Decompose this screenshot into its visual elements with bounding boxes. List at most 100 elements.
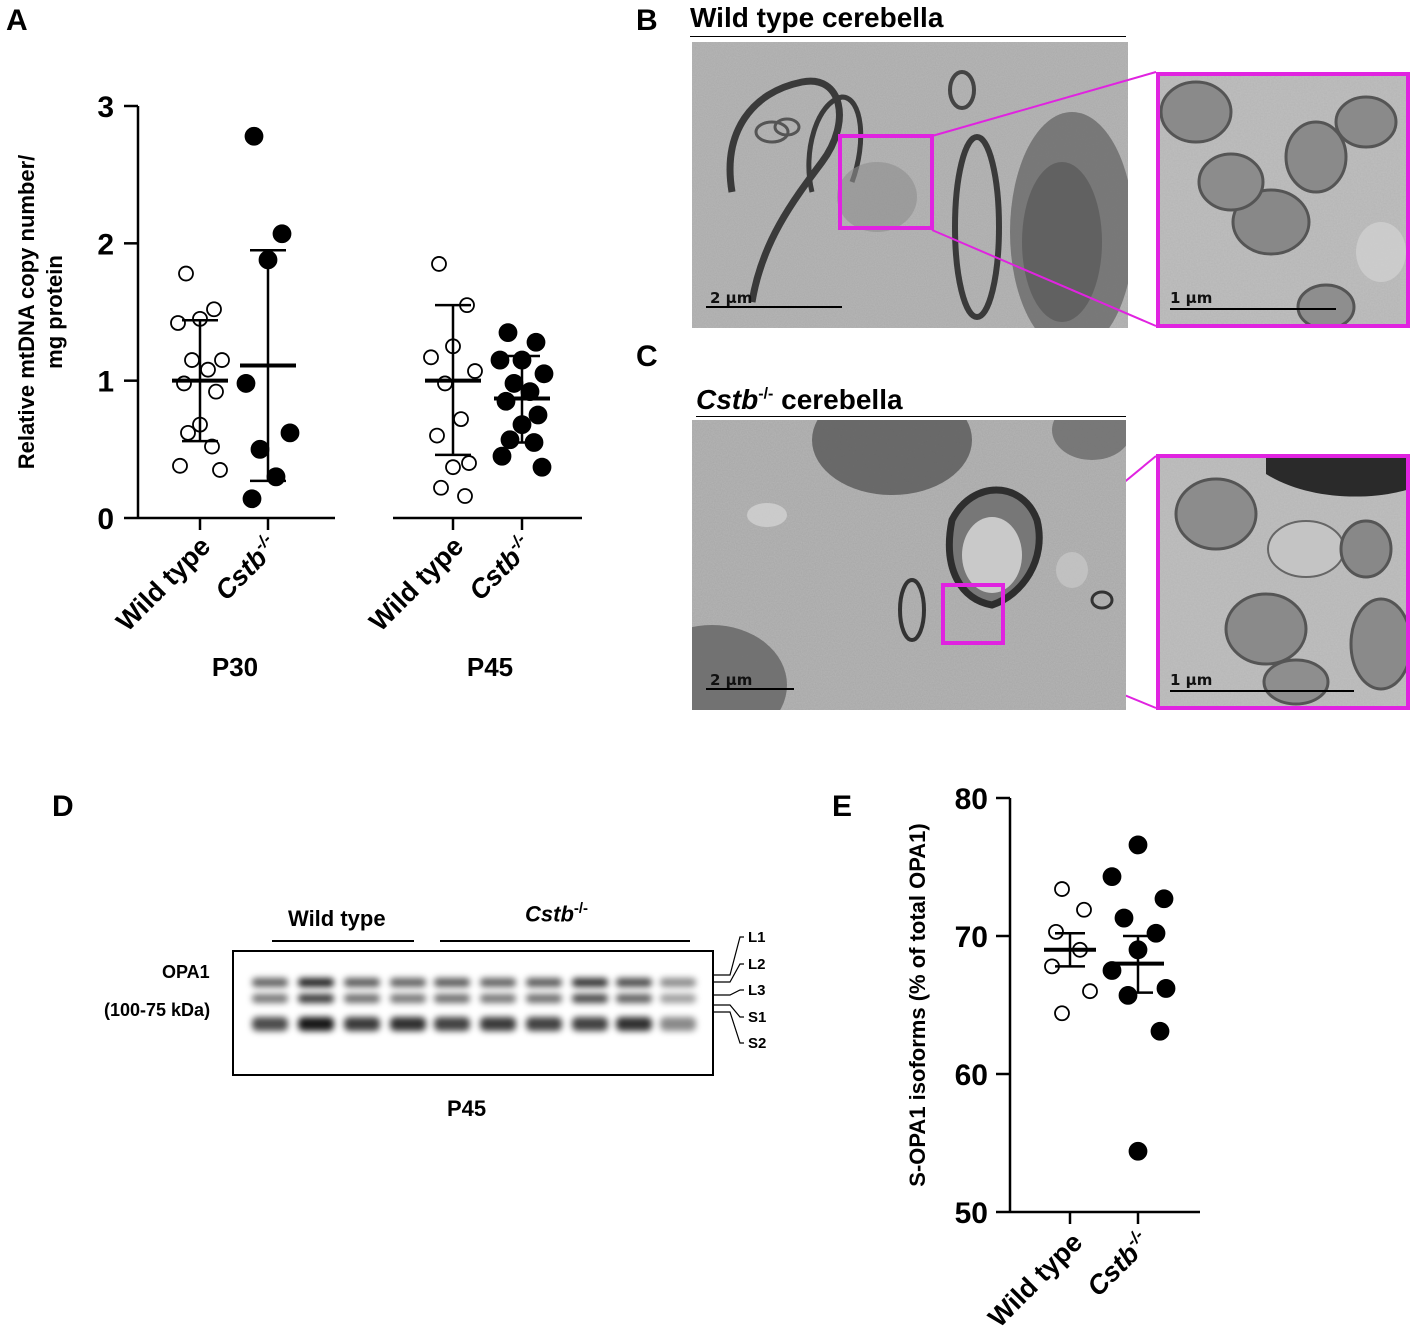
chart-a-data-point <box>453 411 469 428</box>
blot-band-upper <box>480 978 516 987</box>
chart-a-data-point <box>266 467 286 487</box>
panel-letter-a: A <box>6 4 28 37</box>
blot-band-lower <box>298 1017 334 1031</box>
chart-a-data-point <box>461 455 477 471</box>
chart-e-data-point <box>1128 835 1148 855</box>
chart-a-data-point <box>170 315 186 331</box>
chart-a-data-point <box>500 430 520 450</box>
chart-a-data-point <box>445 459 461 476</box>
blot-band-middle <box>572 994 608 1003</box>
blot-band-middle <box>434 994 470 1003</box>
chart-e-data-point <box>1114 908 1134 928</box>
panel-c-title: Cstb-/- cerebella <box>696 384 903 416</box>
blot-group-label-cstb: Cstb-/- <box>525 900 588 927</box>
chart-e-y-tick-label: 80 <box>955 783 988 816</box>
panel-letter-e: E <box>832 790 853 823</box>
isoform-leader <box>712 989 744 996</box>
blot-band-lower <box>572 1017 608 1031</box>
blot-band-upper <box>526 978 562 987</box>
blot-group-rule-wild-type <box>272 940 414 942</box>
chart-e-data-point <box>1154 889 1174 909</box>
panel-c-title-gene: Cstb <box>696 384 759 415</box>
chart-a-data-point <box>504 374 524 393</box>
chart-a-data-point <box>176 375 192 392</box>
isoform-leader <box>712 1004 744 1018</box>
blot-band-upper <box>390 978 426 987</box>
blot-group-label-cstb-sup: -/- <box>573 900 589 917</box>
chart-a-group-label-p30: P30 <box>212 652 258 682</box>
blot-band-middle <box>616 994 652 1003</box>
isoform-leader-lines: L1 L2 L3 S1 S2 <box>712 929 766 1052</box>
scale-bar-label-c-zoom: 1 μm <box>1170 671 1212 689</box>
chart-e-data-point <box>1054 881 1070 897</box>
blot-band-lower <box>390 1017 426 1031</box>
chart-a-data-point <box>534 364 554 384</box>
blot-band-upper <box>660 978 696 987</box>
chart-a-y-tick-label: 3 <box>97 91 114 124</box>
chart-a-data-point <box>498 323 518 343</box>
chart-a-data-point <box>490 350 510 370</box>
blot-band-lower <box>616 1017 652 1031</box>
blot-band-lower <box>344 1017 380 1031</box>
blot-band-lower <box>480 1017 516 1031</box>
chart-a-data-point <box>180 424 196 441</box>
chart-a-data-point <box>496 391 516 411</box>
blot-band-middle <box>252 994 288 1003</box>
blot-protein-label: OPA1 <box>162 962 210 982</box>
chart-e-data-point <box>1156 979 1176 998</box>
em-image-cstb-knockout: 2 μm <box>692 420 1126 710</box>
chart-a-x-tick-label: Wild type <box>110 531 216 637</box>
blot-age-label: P45 <box>447 1096 487 1121</box>
chart-a-group-label-p45: P45 <box>467 652 513 682</box>
western-blot-opa1 <box>232 950 714 1076</box>
em-image-wild-type: 2 μm <box>692 42 1128 328</box>
isoform-label-l2: L2 <box>748 956 766 973</box>
chart-e-data-point <box>1102 867 1122 887</box>
chart-a-data-point <box>433 479 449 496</box>
blot-band-lower <box>660 1017 696 1031</box>
chart-a-data-point <box>457 488 473 504</box>
chart-e: 50 60 70 80 S-OPA1 isoforms (% of total OPA1… <box>905 783 1200 1333</box>
panel-c-title-rule <box>696 416 1126 417</box>
chart-e-data-point <box>1150 1021 1170 1041</box>
blot-band-middle <box>344 994 380 1003</box>
chart-a-data-point <box>526 332 546 352</box>
chart-a-y-tick-label: 2 <box>97 228 114 261</box>
blot-kda-label: (100-75 kDa) <box>104 1000 211 1020</box>
blot-group-label-cstb-gene: Cstb <box>525 901 574 927</box>
panel-b-title: Wild type cerebella <box>690 2 944 33</box>
blot-group-label-wild-type: Wild type <box>288 906 386 931</box>
blot-band-middle <box>480 994 516 1003</box>
chart-a-y-axis-label-line1: Relative mtDNA copy number/ <box>14 155 39 470</box>
chart-e-y-tick-label: 60 <box>955 1059 988 1092</box>
chart-a-y-tick-label: 1 <box>97 366 114 399</box>
scale-bar-label-b-zoom: 1 μm <box>1170 289 1212 307</box>
blot-band-upper <box>344 978 380 987</box>
blot-group-rule-cstb <box>440 940 690 942</box>
chart-a-data-point <box>431 256 447 272</box>
chart-a-data-point <box>214 352 230 368</box>
chart-a-data-point <box>467 363 483 379</box>
blot-band-lower <box>252 1017 288 1031</box>
chart-e-data-point <box>1082 983 1098 1000</box>
isoform-leader <box>712 936 744 976</box>
chart-a-data-point <box>528 405 548 425</box>
blot-band-middle <box>390 994 426 1003</box>
chart-e-data-point <box>1048 923 1064 940</box>
chart-a-data-point <box>250 439 270 459</box>
chart-a-data-point <box>212 462 228 478</box>
chart-e-data-point <box>1076 901 1092 918</box>
chart-a-x-tick-label: Cstb-/- <box>462 529 539 606</box>
chart-e-data-point <box>1146 923 1166 943</box>
chart-e-y-tick-label: 70 <box>955 921 988 954</box>
chart-e-x-tick-label: Wild type <box>982 1227 1088 1333</box>
chart-a-data-point <box>437 375 453 392</box>
chart-a-y-axis-label-line2: mg protein <box>42 255 67 369</box>
em-zoom-wild-type: 1 μm <box>1156 72 1410 328</box>
chart-a-data-point <box>492 446 512 466</box>
blot-band-upper <box>616 978 652 987</box>
chart-a-data-point <box>242 489 262 509</box>
isoform-leader <box>712 1011 744 1044</box>
blot-band-middle <box>298 994 334 1003</box>
isoform-label-s2: S2 <box>748 1035 766 1052</box>
